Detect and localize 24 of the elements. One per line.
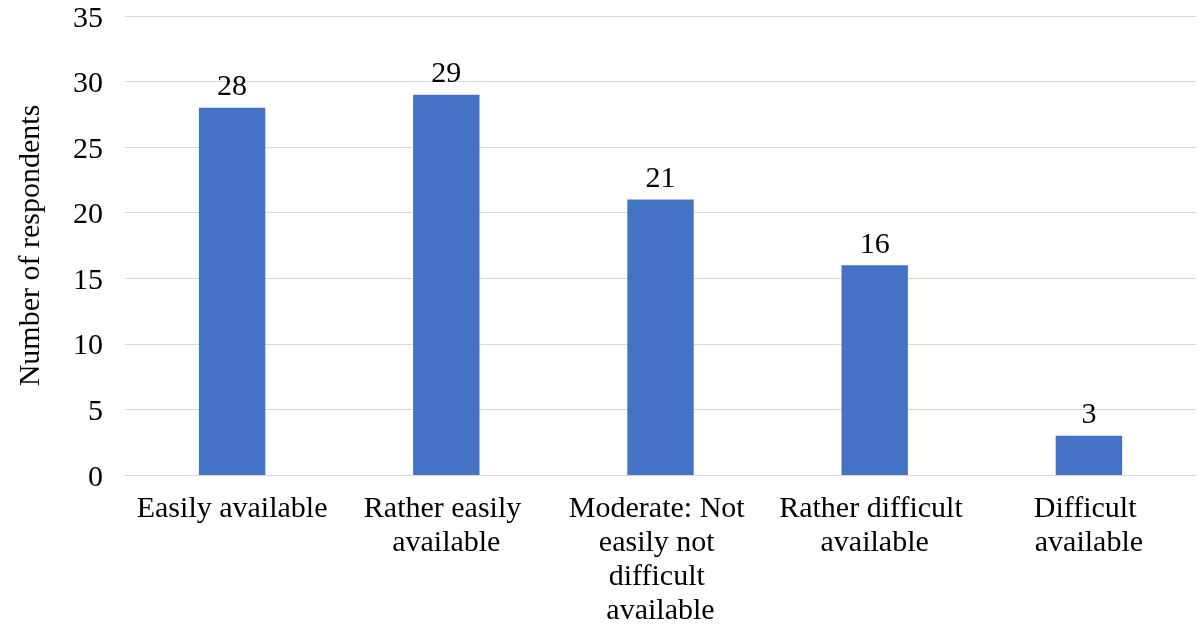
y-tick-label: 15: [73, 261, 103, 295]
y-tick-label: 0: [88, 458, 103, 492]
x-tick-label: Moderate: Not easily not difficult available: [568, 489, 753, 625]
bar: [1055, 435, 1123, 475]
y-tick-label: 35: [73, 0, 103, 33]
y-tick-label: 10: [73, 327, 103, 361]
data-label: 3: [1081, 396, 1097, 430]
y-axis-title: Number of respondents: [11, 104, 45, 387]
y-tick-label: 30: [73, 65, 103, 99]
data-label: 21: [645, 160, 676, 194]
x-tick-label: Easily available: [136, 489, 328, 523]
x-tick-label: Rather difficult available: [779, 489, 971, 557]
data-label: 16: [859, 225, 890, 259]
y-tick-label: 5: [88, 392, 103, 426]
bar: [198, 107, 266, 475]
x-tick-label: Rather easily available: [363, 489, 529, 557]
bar: [841, 265, 908, 475]
x-tick-label: Difficult available: [1033, 489, 1145, 557]
data-label: 28: [217, 68, 248, 102]
bar: [627, 199, 694, 475]
bar: [413, 94, 480, 475]
y-tick-label: 25: [73, 130, 103, 164]
data-label: 29: [431, 55, 462, 89]
y-tick-label: 20: [73, 196, 103, 230]
